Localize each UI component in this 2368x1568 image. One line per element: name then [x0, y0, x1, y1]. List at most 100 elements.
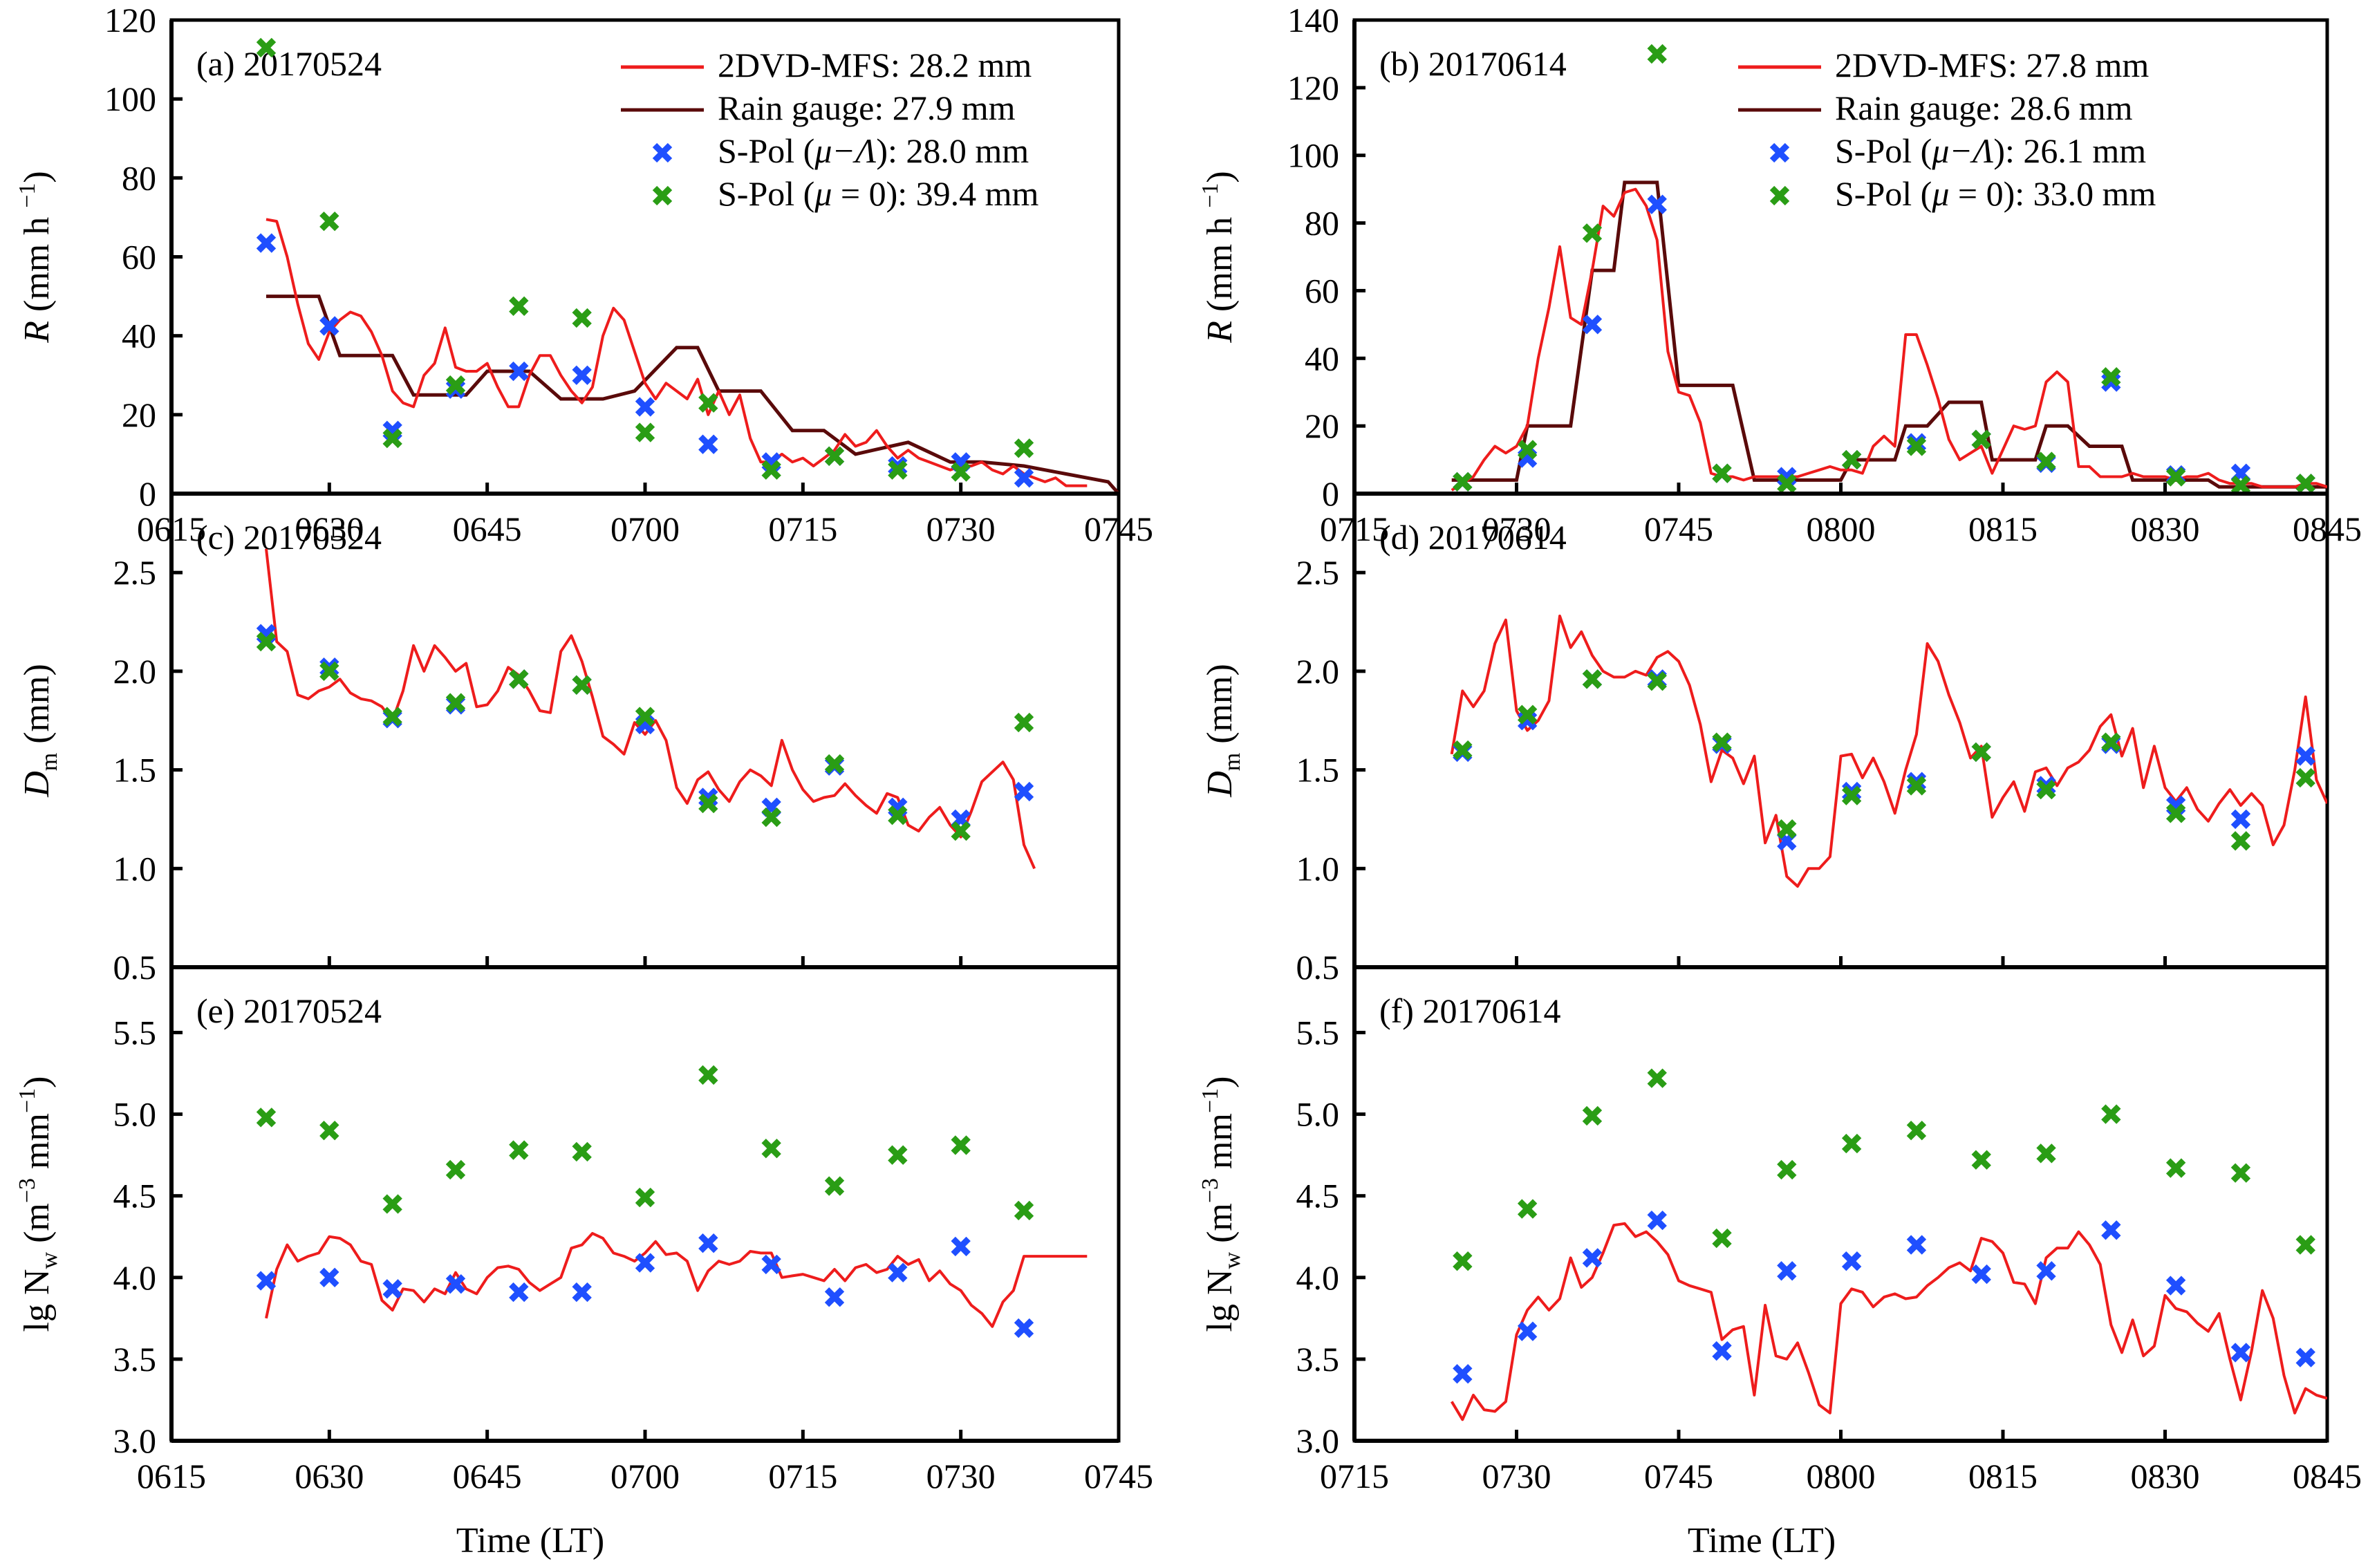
x-tick-label: 0730: [1482, 1457, 1551, 1495]
marker-spol-mu0: [1777, 474, 1797, 494]
panel-d: 0.5 1.0 1.5 2.0 2.5 Dm (mm) (d) 20170614: [1200, 492, 2329, 987]
x-axis-titles: Time (LT) Time (LT): [456, 1521, 1836, 1560]
marker-spol-mu0: [951, 462, 971, 482]
legend-label-pre: S-Pol (: [1835, 174, 1932, 213]
marker-spol-mu0: [824, 754, 845, 774]
marker-spol-mu-lambda: [2036, 1261, 2056, 1281]
data-layer: [1450, 1068, 2327, 1421]
marker-spol-mu-lambda: [1647, 1210, 1667, 1231]
marker-spol-mu0: [256, 1108, 277, 1128]
y-title-symbol: lg N: [1200, 1269, 1240, 1332]
y-tick-label: 5.0: [113, 1095, 157, 1134]
y-axis-title: R (mm h −1): [1197, 171, 1240, 344]
marker-spol-mu-lambda: [635, 397, 655, 417]
y-tick-label: 80: [1305, 204, 1339, 243]
legend-label-gauge: Rain gauge: 27.9 mm: [718, 88, 1016, 127]
marker-spol-mu-lambda: [1014, 467, 1034, 488]
marker-spol-mu0: [1582, 223, 1603, 243]
x-tick-label: 0730: [926, 510, 996, 548]
y-tick-label: 4.0: [1296, 1258, 1340, 1297]
marker-spol-mu0: [635, 707, 655, 727]
y-title-symbol: R: [17, 321, 57, 344]
marker-spol-mu-lambda: [951, 1236, 971, 1257]
plot-frame: [169, 492, 1121, 969]
y-title-subscript: m: [37, 753, 62, 771]
marker-spol-mu0: [382, 428, 402, 449]
x-tick-label: 0630: [295, 1457, 364, 1495]
panel-label: (f) 20170614: [1379, 991, 1560, 1030]
marker-spol-mu0: [256, 37, 277, 58]
marker-spol-mu-lambda: [2295, 1347, 2315, 1368]
marker-spol-mu0: [1453, 740, 1473, 760]
series-spol-mu0: [1453, 44, 2315, 494]
y-tick-label: 60: [1305, 271, 1339, 310]
marker-spol-mu0: [2295, 1235, 2315, 1255]
legend-label-spol_mu0: S-Pol (μ = 0): 33.0 mm: [1835, 174, 2156, 213]
y-tick-label: 3.0: [113, 1421, 157, 1460]
marker-spol-mu0: [2230, 475, 2251, 494]
y-title-unit: (mm h: [17, 208, 57, 321]
marker-spol-mu0: [2165, 467, 2186, 487]
marker-spol-mu0: [382, 1194, 402, 1214]
y-tick-label: 2.5: [113, 553, 157, 592]
marker-spol-mu0: [1453, 472, 1473, 492]
marker-spol-mu-lambda: [2295, 746, 2315, 766]
marker-spol-mu0: [2101, 367, 2121, 387]
y-title-symbol: D: [1200, 771, 1240, 798]
y-title-unit2: mm: [1200, 1113, 1240, 1178]
marker-spol-mu0: [1971, 1150, 1991, 1170]
marker-spol-mu0: [698, 393, 718, 413]
legend-label-post: ): 26.1 mm: [1993, 131, 2146, 170]
legend-label-mfs: 2DVD-MFS: 28.2 mm: [718, 46, 1032, 84]
marker-spol-mu-lambda: [698, 1233, 718, 1253]
data-layer: [256, 1065, 1088, 1338]
y-tick-label: 3.5: [113, 1340, 157, 1379]
y-tick-label: 5.5: [113, 1013, 157, 1052]
marker-spol-mu-lambda: [1014, 781, 1034, 802]
marker-spol-mu-lambda: [382, 1279, 402, 1299]
marker-spol-mu0: [2036, 451, 2056, 472]
marker-spol-mu0: [572, 1141, 592, 1162]
legend-label-post: = 0): 33.0 mm: [1949, 174, 2156, 213]
x-tick-label: 0700: [610, 510, 680, 548]
y-tick-label: 3.0: [1296, 1421, 1340, 1460]
y-title-subscript: w: [37, 1251, 62, 1269]
series-2dvd-mfs: [1450, 615, 2327, 888]
marker-spol-mu0: [824, 1176, 845, 1196]
y-tick-label: 0.5: [113, 948, 157, 987]
marker-spol-mu-lambda: [572, 365, 592, 385]
legend-label-symbol: μ−Λ: [1931, 131, 1993, 170]
marker-spol-mu-lambda: [761, 1254, 781, 1275]
series-spol-mu0: [1453, 1068, 2315, 1271]
x-tick-label: 0830: [2131, 510, 2200, 548]
marker-spol-mu0: [1777, 1159, 1797, 1180]
x-tick-label: 0845: [2293, 1457, 2362, 1495]
marker-spol-mu0: [572, 675, 592, 696]
y-title-superscript: −3: [15, 1178, 40, 1203]
panel-label: (b) 20170614: [1379, 44, 1567, 83]
marker-spol-mu0: [2165, 1158, 2186, 1178]
y-title-symbol: D: [17, 771, 57, 798]
marker-spol-mu0: [1971, 429, 1991, 449]
marker-spol-mu-lambda: [2101, 1220, 2121, 1240]
marker-spol-mu0: [2295, 474, 2315, 494]
marker-spol-mu-lambda: [1777, 1261, 1797, 1281]
data-layer: [256, 37, 1119, 494]
y-tick-label: 1.0: [113, 849, 157, 888]
marker-spol-mu-lambda: [2230, 809, 2251, 830]
y-axis-title: Dm (mm): [1200, 664, 1245, 798]
marker-spol-mu0: [509, 669, 529, 689]
marker-spol-mu0: [2295, 767, 2315, 788]
marker-spol-mu0: [888, 460, 908, 480]
marker-spol-mu0: [951, 1135, 971, 1155]
y-title-unit: (m: [17, 1203, 57, 1252]
marker-spol-mu0: [1014, 1200, 1034, 1221]
marker-spol-mu0: [445, 375, 466, 395]
data-layer: [1450, 615, 2327, 888]
marker-spol-mu-lambda: [1906, 1235, 1927, 1255]
y-title-unit2: mm: [17, 1113, 57, 1178]
marker-spol-mu-lambda: [445, 1274, 466, 1294]
marker-spol-mu0: [888, 805, 908, 825]
marker-spol-mu0: [761, 807, 781, 828]
